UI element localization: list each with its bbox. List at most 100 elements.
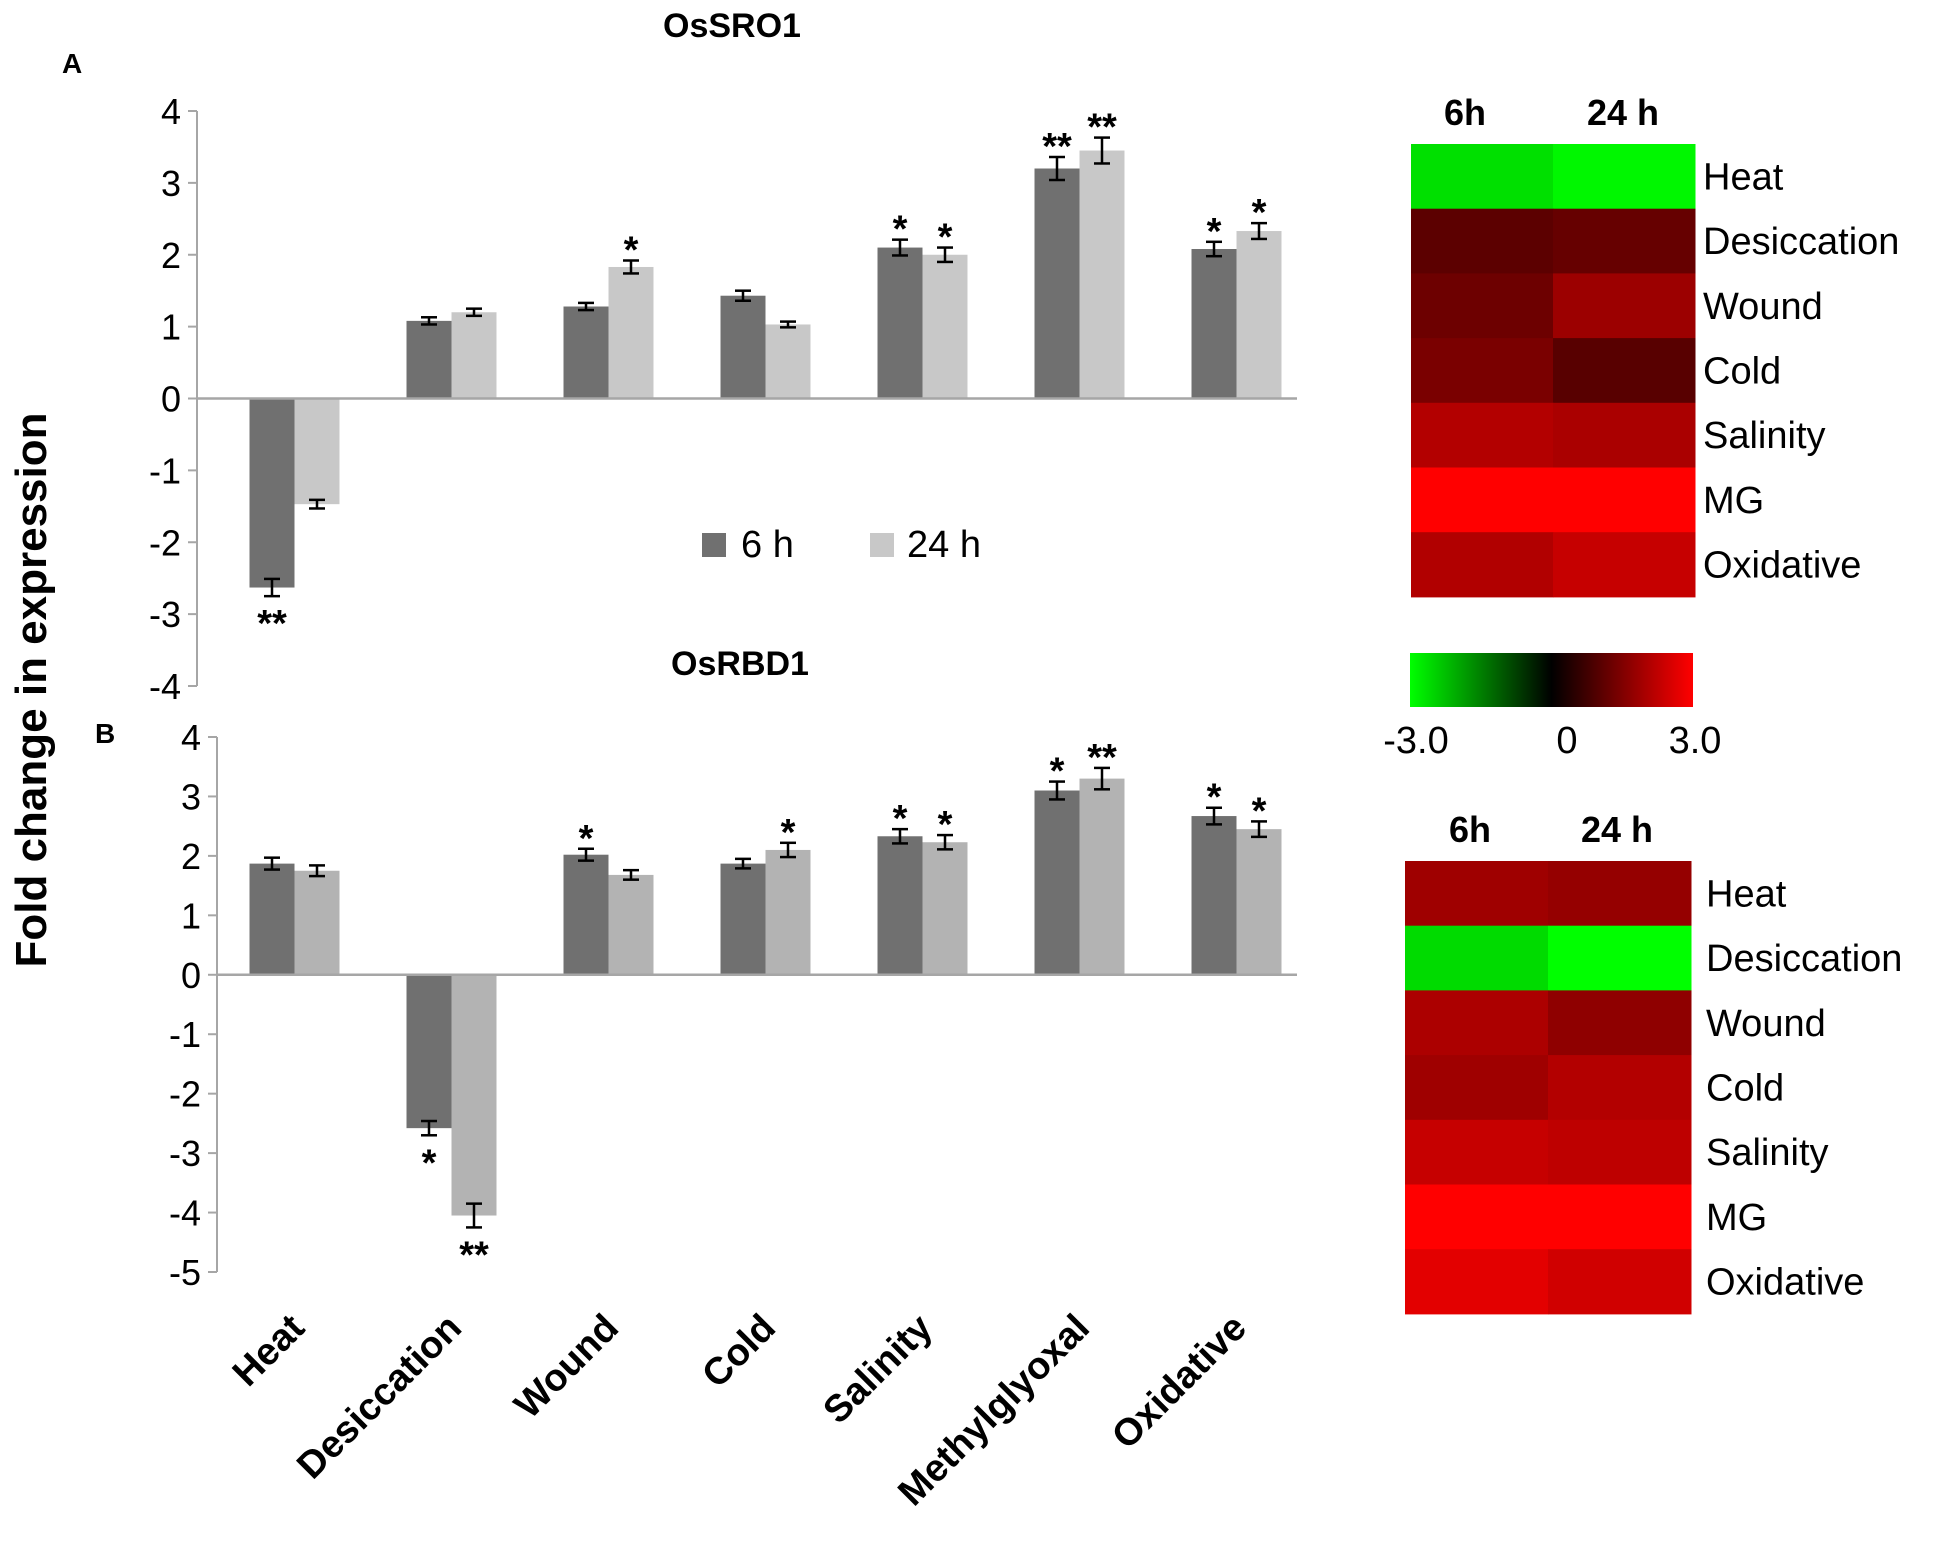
bar-b-heat-6-h [249, 863, 295, 975]
y-tick-label-a: -1 [149, 450, 181, 491]
bar-a-desiccation-6-h [406, 320, 452, 399]
significance-a: * [624, 230, 639, 272]
y-tick-label-b: -5 [169, 1252, 201, 1293]
heatmap-a-cell-cold-6h [1411, 338, 1554, 404]
bar-a-heat-24-h [294, 398, 340, 505]
bar-a-salinity-6-h [877, 247, 923, 399]
heatmap-a-cell-mg-6h [1411, 467, 1554, 533]
significance-a: ** [257, 603, 287, 645]
legend-label-6h: 6 h [741, 524, 794, 566]
heatmap-b-cell-salinity-6h [1405, 1119, 1549, 1185]
heatmap-a-cell-mg-24-h [1553, 467, 1696, 533]
heatmap-b: 6h 24 h Heat Desiccation Wound Cold Salinity… [1405, 809, 1902, 1315]
y-tick-label-a: -4 [149, 666, 181, 707]
color-scale-mid-label: 0 [1556, 720, 1577, 762]
bar-a-heat-6-h [249, 398, 295, 588]
heatmap-b-cell-wound-24-h [1548, 990, 1692, 1056]
heatmap-b-cell-heat-6h [1405, 861, 1549, 927]
legend-swatch-24h [870, 533, 894, 557]
y-tick-label-a: 4 [161, 91, 181, 132]
panel-label-b: B [95, 718, 115, 749]
heatmap-a-cell-desiccation-24-h [1553, 208, 1696, 274]
bar-b-wound-24-h [608, 874, 654, 975]
heatmap-a-cell-heat-6h [1411, 144, 1554, 210]
bar-a-oxidative-24-h [1236, 231, 1282, 399]
bar-a-methylglyoxal-6-h [1034, 168, 1080, 399]
y-tick-label-b: -4 [169, 1193, 201, 1234]
heatmap-a-row-label-salinity: Salinity [1703, 415, 1826, 457]
heatmap-a-row-label-mg: MG [1703, 480, 1764, 522]
x-tick-label-cold: Cold [694, 1307, 783, 1396]
legend-swatch-6h [702, 533, 726, 557]
color-scale-max-label: 3.0 [1669, 720, 1722, 762]
heatmap-a-row-label-heat: Heat [1703, 156, 1784, 198]
x-tick-label-heat: Heat [225, 1306, 313, 1394]
heatmap-b-cell-cold-6h [1405, 1055, 1549, 1121]
heatmap-a-cell-wound-6h [1411, 273, 1554, 339]
bar-b-oxidative-6-h [1191, 816, 1237, 975]
chart-b-title: OsRBD1 [671, 645, 809, 683]
heatmap-a-cell-salinity-6h [1411, 402, 1554, 468]
color-scale: -3.0 0 3.0 [1383, 653, 1721, 762]
chart-a-title: OsSRO1 [663, 7, 801, 45]
significance-a: * [1207, 211, 1222, 253]
legend-label-24h: 24 h [907, 524, 981, 566]
heatmap-b-row-label-salinity: Salinity [1706, 1132, 1829, 1174]
heatmap-a-cell-oxidative-24-h [1553, 532, 1696, 598]
y-tick-label-a: -2 [149, 522, 181, 563]
significance-b: * [1207, 777, 1222, 819]
y-tick-label-b: 0 [181, 955, 201, 996]
significance-b: * [1050, 751, 1065, 793]
significance-a: ** [1087, 107, 1117, 149]
heatmap-b-cell-mg-24-h [1548, 1184, 1692, 1250]
y-tick-label-b: -3 [169, 1133, 201, 1174]
bar-a-desiccation-24-h [451, 312, 497, 399]
bar-a-methylglyoxal-24-h [1079, 150, 1125, 399]
heatmap-b-cell-salinity-24-h [1548, 1119, 1692, 1185]
x-tick-label-wound: Wound [507, 1307, 627, 1427]
legend: 6 h 24 h [702, 524, 981, 566]
y-axis-label: Fold change in expression [7, 412, 56, 967]
y-tick-label-b: 4 [181, 717, 201, 758]
bar-b-cold-24-h [765, 849, 811, 975]
significance-b: * [781, 812, 796, 854]
bar-b-heat-24-h [294, 870, 340, 975]
heatmap-b-row-label-cold: Cold [1706, 1067, 1784, 1109]
bar-b-wound-6-h [563, 854, 609, 975]
heatmap-b-cell-heat-24-h [1548, 861, 1692, 927]
heatmap-a-row-label-cold: Cold [1703, 350, 1781, 392]
significance-b: * [422, 1142, 437, 1184]
heatmap-b-col-24h: 24 h [1581, 809, 1653, 850]
bar-a-salinity-24-h [922, 254, 968, 399]
heatmap-b-cell-wound-6h [1405, 990, 1549, 1056]
significance-b: * [579, 818, 594, 860]
heatmap-b-cell-cold-24-h [1548, 1055, 1692, 1121]
y-tick-label-b: -2 [169, 1074, 201, 1115]
significance-b: * [1252, 790, 1267, 832]
y-tick-label-a: 0 [161, 379, 181, 420]
heatmap-b-cell-oxidative-24-h [1548, 1249, 1692, 1315]
heatmap-b-cell-desiccation-24-h [1548, 925, 1692, 991]
significance-b: * [893, 798, 908, 840]
heatmap-b-row-label-wound: Wound [1706, 1003, 1826, 1045]
y-tick-label-b: 1 [181, 895, 201, 936]
heatmap-b-col-6h: 6h [1449, 809, 1491, 850]
bar-b-oxidative-24-h [1236, 829, 1282, 975]
heatmap-a-cell-wound-24-h [1553, 273, 1696, 339]
x-tick-label-salinity: Salinity [816, 1307, 941, 1432]
heatmap-b-row-label-oxidative: Oxidative [1706, 1262, 1864, 1304]
x-tick-label-oxidative: Oxidative [1104, 1307, 1255, 1458]
heatmap-a-col-24h: 24 h [1587, 92, 1659, 133]
bar-a-cold-24-h [765, 324, 811, 399]
heatmap-a-cell-salinity-24-h [1553, 402, 1696, 468]
color-scale-bar [1410, 653, 1693, 707]
y-tick-label-a: 3 [161, 163, 181, 204]
bar-b-cold-6-h [720, 863, 766, 975]
y-tick-label-a: -3 [149, 594, 181, 635]
y-tick-label-a: 1 [161, 307, 181, 348]
heatmap-b-cell-desiccation-6h [1405, 925, 1549, 991]
heatmap-a-row-label-desiccation: Desiccation [1703, 221, 1899, 263]
bar-b-desiccation-24-h [451, 974, 497, 1216]
